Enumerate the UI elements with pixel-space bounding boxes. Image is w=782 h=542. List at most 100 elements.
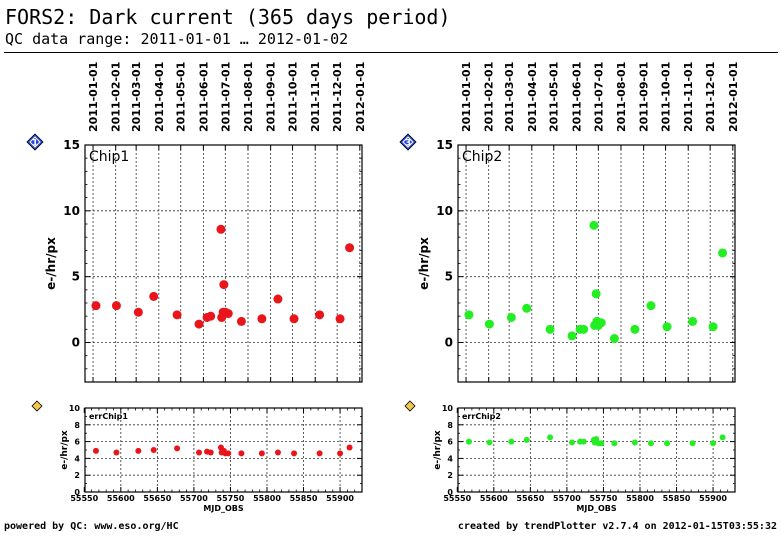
data-point [710,440,717,447]
x-tick-label: 55550 [443,494,471,503]
y-tick-label: 0 [447,488,453,497]
plot-frame [84,407,363,493]
x-tick-label: 55700 [180,494,208,503]
x-tick-label: 55600 [480,494,508,503]
date-tick-label: 2011-06-01 [197,62,210,132]
y-tick-label: 5 [445,270,453,284]
x-tick-label: 55900 [326,494,354,503]
date-tick-label: 2011-08-01 [615,62,628,132]
date-tick-label: 2012-01-01 [354,62,367,132]
y-axis-label: e-/hr/px [44,237,58,290]
date-tick-label: 2011-05-01 [175,62,188,132]
y-tick-label: 4 [74,454,80,463]
date-tick-label: 2011-03-01 [503,62,516,132]
data-point [596,318,606,328]
badge-number: 1 [32,139,38,149]
data-point [289,314,299,324]
data-point [335,314,345,324]
header-divider [4,52,778,53]
data-point [523,436,530,443]
date-tick-label: 2011-12-01 [331,62,344,132]
date-tick-label: 2011-11-01 [682,62,695,132]
plot-frame [457,144,736,383]
plot-frame [457,407,736,493]
badge-diamond-inner [29,136,41,148]
data-point [238,450,245,457]
data-point [219,280,229,290]
x-tick-label: 55800 [253,494,281,503]
date-tick-label: 2011-02-01 [483,62,496,132]
y-tick-label: 0 [74,488,80,497]
data-point [206,311,216,321]
data-point [589,220,599,230]
date-tick-label: 2012-01-01 [727,62,740,132]
data-point [316,450,323,457]
data-point [506,312,516,322]
data-point [291,450,298,457]
data-point [337,450,344,457]
date-tick-label: 2011-03-01 [130,62,143,132]
data-point [172,310,182,320]
y-tick-label: 5 [72,270,80,284]
y-tick-label: 10 [436,204,453,218]
data-point [258,450,265,457]
x-tick-label: 55550 [70,494,98,503]
data-point [225,450,232,457]
y-tick-label: 15 [63,138,80,152]
y-tick-label: 8 [447,421,453,430]
chart-chip1-err: 0 2 4 6 8 10 55550 55600 55650 55700 55750 55800 558… [31,400,363,513]
date-tick-label: 2011-04-01 [526,62,539,132]
data-point [598,440,605,447]
x-tick-label: 55700 [553,494,581,503]
y-tick-label: 2 [74,471,80,480]
data-point [216,224,226,234]
data-point [708,322,718,332]
date-tick-label: 2011-12-01 [704,62,717,132]
data-point [345,243,355,253]
data-point [719,434,726,441]
y-tick-label: 0 [445,336,453,350]
data-point [174,445,181,452]
data-point [196,449,203,456]
x-tick-label: 55750 [217,494,245,503]
badge-diamond [404,400,416,412]
date-tick-label: 2011-07-01 [592,62,605,132]
data-point [113,449,120,456]
data-point [273,294,283,304]
x-axis-label: MJD_OBS [576,504,616,513]
date-tick-label: 2011-05-01 [548,62,561,132]
y-axis-label: e-/hr/px [60,430,70,470]
data-point [688,316,698,326]
data-point [464,310,474,320]
panel-label: Chip2 [462,149,502,165]
y-tick-label: 10 [442,404,454,413]
y-tick-label: 0 [72,336,80,350]
badge-number: 3 [405,139,411,149]
data-point [207,449,214,456]
x-axis-label: MJD_OBS [203,504,243,513]
data-point [569,439,576,446]
data-point [315,310,325,320]
footer-credit: powered by QC: www.eso.org/HC [4,521,179,532]
badge-diamond [26,133,44,151]
data-point [274,449,281,456]
data-point [522,303,532,313]
data-point [718,248,728,258]
chart-chip1-dark: 0 5 10 15 2011-01-01 2011-02-01 2011-03-01 2011… [26,62,367,383]
data-point [567,331,577,341]
data-point [547,434,554,441]
badge-diamond [31,400,43,412]
date-tick-label: 2011-02-01 [110,62,123,132]
y-tick-label: 10 [69,404,81,413]
x-tick-label: 55900 [699,494,727,503]
data-point [346,444,353,451]
date-tick-label: 2011-10-01 [287,62,300,132]
date-tick-label: 2011-10-01 [660,62,673,132]
data-point [647,440,654,447]
data-point [484,319,494,329]
data-point [135,447,142,454]
data-point [689,440,696,447]
data-point [150,447,157,453]
x-tick-label: 55850 [290,494,318,503]
